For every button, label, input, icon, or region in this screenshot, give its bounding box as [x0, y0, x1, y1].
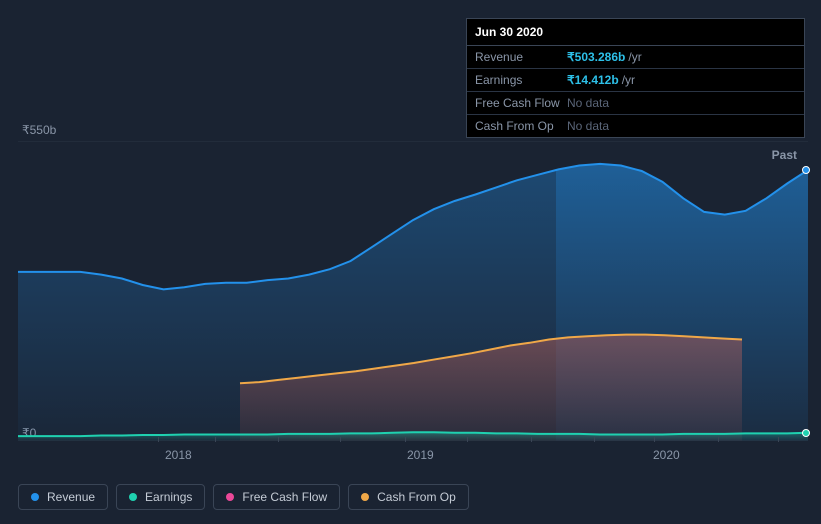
tooltip-rows: Revenue₹503.286b/yrEarnings₹14.412b/yrFr…: [467, 46, 804, 137]
legend-dot: [31, 493, 39, 501]
legend-label: Earnings: [145, 490, 192, 504]
earnings-end-dot: [802, 429, 810, 437]
data-tooltip: Jun 30 2020 Revenue₹503.286b/yrEarnings₹…: [466, 18, 805, 138]
legend-label: Free Cash Flow: [242, 490, 327, 504]
x-tick: [215, 437, 216, 442]
tooltip-row-label: Revenue: [475, 50, 567, 64]
revenue-end-dot: [802, 166, 810, 174]
x-tick: [778, 437, 779, 442]
legend-label: Revenue: [47, 490, 95, 504]
x-tick: [158, 437, 159, 442]
legend-item-earnings[interactable]: Earnings: [116, 484, 205, 510]
x-tick: [278, 437, 279, 442]
tooltip-row-value: ₹14.412b/yr: [567, 73, 635, 87]
legend: Revenue Earnings Free Cash Flow Cash From O…: [18, 484, 469, 510]
y-axis-max-label: ₹550b: [22, 123, 56, 137]
tooltip-row-nodata: No data: [567, 96, 609, 110]
tooltip-row-value: ₹503.286b/yr: [567, 50, 642, 64]
x-tick: [654, 437, 655, 442]
tooltip-row: Free Cash FlowNo data: [467, 92, 804, 115]
x-axis-label: 2018: [165, 448, 192, 462]
x-tick: [531, 437, 532, 442]
x-tick: [467, 437, 468, 442]
tooltip-row-label: Free Cash Flow: [475, 96, 567, 110]
x-tick: [340, 437, 341, 442]
tooltip-row-label: Earnings: [475, 73, 567, 87]
tooltip-row-label: Cash From Op: [475, 119, 567, 133]
tooltip-row-nodata: No data: [567, 119, 609, 133]
legend-item-free_cash_flow[interactable]: Free Cash Flow: [213, 484, 340, 510]
legend-label: Cash From Op: [377, 490, 456, 504]
x-tick: [718, 437, 719, 442]
x-tick: [594, 437, 595, 442]
legend-dot: [361, 493, 369, 501]
tooltip-date: Jun 30 2020: [467, 19, 804, 46]
legend-item-cash_from_op[interactable]: Cash From Op: [348, 484, 469, 510]
tooltip-row: Earnings₹14.412b/yr: [467, 69, 804, 92]
x-tick: [405, 437, 406, 442]
legend-dot: [226, 493, 234, 501]
legend-item-revenue[interactable]: Revenue: [18, 484, 108, 510]
x-axis-label: 2020: [653, 448, 680, 462]
tooltip-row: Revenue₹503.286b/yr: [467, 46, 804, 69]
x-axis-label: 2019: [407, 448, 434, 462]
tooltip-row: Cash From OpNo data: [467, 115, 804, 137]
chart-svg: [18, 141, 808, 441]
legend-dot: [129, 493, 137, 501]
